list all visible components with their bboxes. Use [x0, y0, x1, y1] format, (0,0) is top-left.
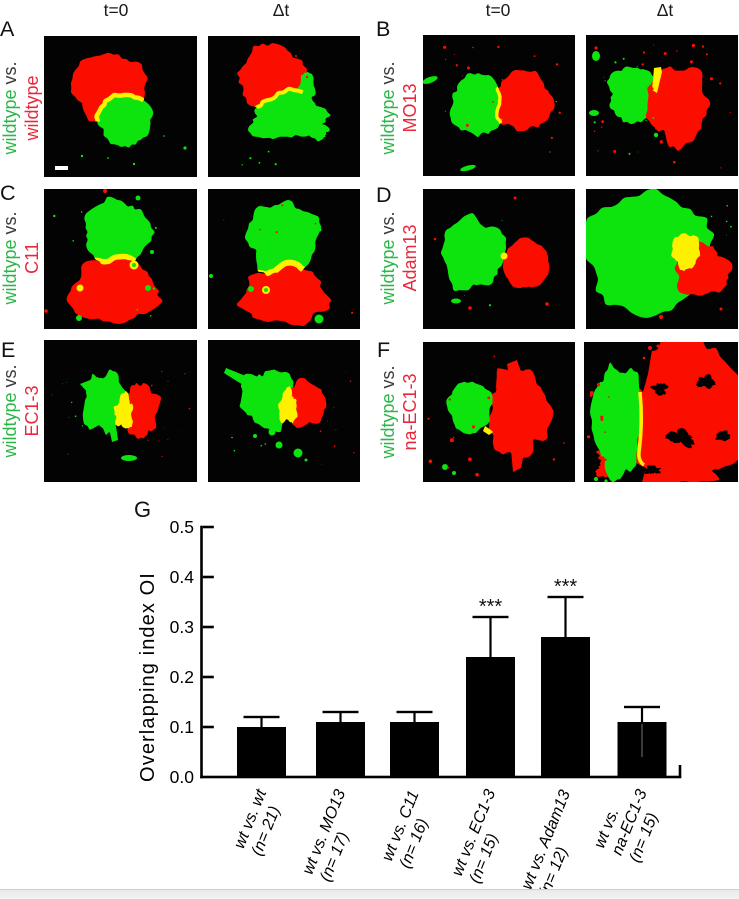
svg-text:***: ***	[479, 596, 503, 618]
svg-text:0.1: 0.1	[170, 717, 194, 737]
svg-text:0.4: 0.4	[170, 567, 195, 587]
svg-text:Overlapping index OI: Overlapping index OI	[137, 572, 159, 782]
svg-text:0.5: 0.5	[170, 517, 194, 537]
svg-text:0.3: 0.3	[170, 617, 194, 637]
svg-text:***: ***	[554, 576, 578, 598]
svg-text:0.0: 0.0	[170, 767, 195, 787]
svg-text:0.2: 0.2	[170, 667, 194, 687]
